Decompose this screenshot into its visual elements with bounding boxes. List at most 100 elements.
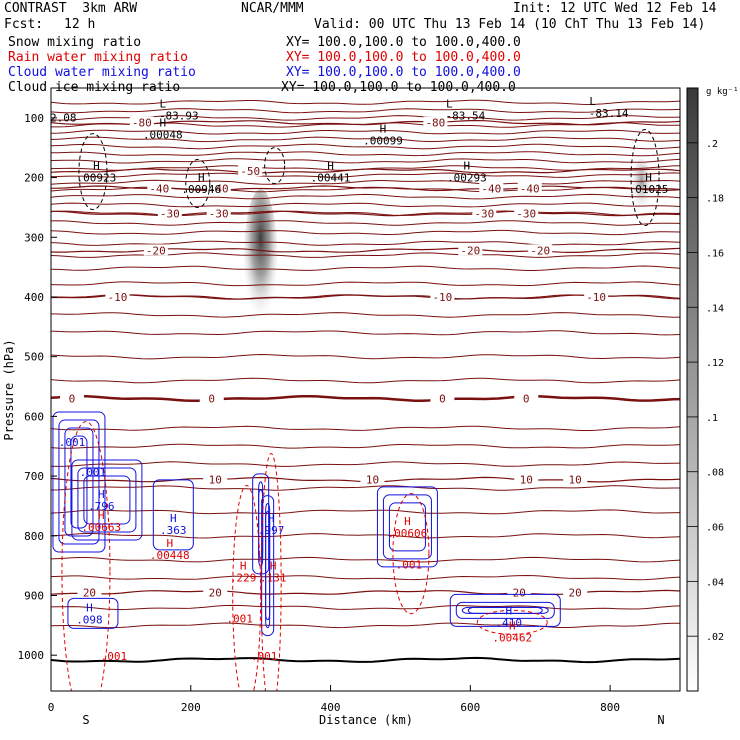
rain-water-contour-value: .001 — [251, 650, 278, 663]
cloud-water-contour — [455, 601, 555, 619]
y-tick-label: 1000 — [18, 649, 45, 662]
isotherm-line — [51, 179, 680, 185]
isotherm-label-bg — [238, 164, 263, 176]
field-high-marker: H — [93, 160, 100, 173]
rain-water-extremum-value: .00606 — [388, 527, 428, 540]
y-tick-label: 600 — [24, 410, 44, 423]
isotherm-label-bg — [458, 244, 483, 256]
labeled-isotherm-line — [51, 168, 680, 174]
field-high-marker: H — [160, 117, 167, 130]
isotherm-label-bg — [584, 290, 609, 302]
y-tick-label: 400 — [24, 291, 44, 304]
isotherm-line — [51, 99, 680, 106]
forecast-label: Fcst: — [4, 17, 44, 32]
isotherm-label-bg — [430, 392, 455, 404]
cloud-water-high-marker: H — [98, 488, 105, 501]
isotherm-line — [51, 533, 680, 539]
rain-water-contour — [260, 453, 282, 691]
isotherm-line — [51, 240, 680, 246]
isotherm-line — [51, 485, 680, 491]
isotherm-label: 0 — [208, 392, 215, 405]
isotherm-line — [51, 330, 680, 336]
valid-time: Valid: 00 UTC Thu 13 Feb 14 (10 ChT Thu … — [314, 17, 706, 32]
rain-water-high-marker: H — [166, 537, 173, 550]
field-extremum-value: .00946 — [181, 183, 221, 196]
isotherm-label-bg — [479, 182, 504, 194]
colorbar-tick-label: .02 — [706, 632, 724, 643]
organization: NCAR/MMM — [241, 1, 304, 16]
cloud-water-contour — [265, 511, 271, 621]
isotherm-label: -50 — [240, 165, 260, 178]
isotherm-label-bg — [206, 182, 231, 194]
cloud-ice-contour — [630, 129, 660, 227]
colorbar-tick-label: .12 — [706, 358, 724, 369]
rain-water-high-marker: H — [404, 515, 411, 528]
isotherm-line — [51, 158, 680, 164]
isotherm-label: -20 — [530, 244, 550, 257]
field-xy-snow: XY= 100.0,100.0 to 100.0,400.0 — [286, 35, 521, 50]
isotherm-label: 20 — [569, 586, 582, 599]
isotherm-label-bg — [472, 207, 497, 219]
cloud-water-contour — [70, 435, 88, 529]
isotherm-label-bg — [143, 244, 168, 256]
colorbar-tick-label: .04 — [706, 577, 724, 588]
cloud-water-extremum-value: .098 — [76, 613, 103, 626]
field-contour-value: -82.08 — [37, 111, 77, 124]
isotherm-label-bg — [206, 207, 231, 219]
cloud-ice-contour — [78, 133, 108, 211]
labeled-isotherm-line — [51, 210, 680, 217]
cloud-water-high-marker: H — [86, 601, 93, 614]
field-high-marker: H — [327, 160, 334, 173]
isotherm-label: 10 — [209, 474, 222, 487]
isotherm-label-bg — [157, 207, 182, 219]
isotherm-line — [51, 210, 680, 217]
isotherm-label: -30 — [160, 207, 180, 220]
x-end-label-north: N — [657, 713, 664, 727]
isotherm-label: 0 — [523, 392, 530, 405]
rain-water-contour — [232, 485, 262, 691]
isotherm-label: -20 — [146, 244, 166, 257]
rain-water-extremum-value: .00663 — [81, 521, 121, 534]
cloud-water-contour — [67, 597, 119, 629]
colorbar-tick-label: .08 — [706, 468, 724, 479]
isotherm-label: -40 — [149, 182, 169, 195]
cloud-water-extremum-value: .997 — [258, 524, 285, 537]
cloud-water-contour — [388, 502, 426, 552]
isotherm-label: 20 — [513, 586, 526, 599]
init-time: Init: 12 UTC Wed 12 Feb 14 — [513, 1, 717, 16]
isotherm-line — [51, 143, 680, 150]
field-extremum-value: .00923 — [77, 172, 117, 185]
field-xy-cloud-water: XY= 100.0,100.0 to 100.0,400.0 — [286, 65, 521, 80]
isotherm-label-bg — [77, 586, 102, 598]
field-extremum-value: -83.93 — [159, 109, 199, 122]
isotherm-label: -40 — [209, 182, 229, 195]
isotherm-label-bg — [507, 586, 532, 598]
cloud-water-contour — [467, 606, 543, 614]
field-name-snow: Snow mixing ratio — [8, 35, 142, 50]
isotherm-label: -10 — [586, 291, 606, 304]
cloud-water-extremum-value: .410 — [496, 616, 523, 629]
cloud-water-high-marker: H — [505, 604, 512, 617]
x-tick-label: 400 — [321, 701, 341, 714]
isotherm-line — [51, 377, 680, 384]
isotherm-label-bg — [59, 392, 84, 404]
isotherm-label: -20 — [460, 244, 480, 257]
field-extremum-value: .00441 — [311, 172, 351, 185]
x-tick-label: 0 — [48, 701, 55, 714]
plot-frame — [50, 87, 681, 692]
cloud-water-contour — [449, 593, 561, 627]
isotherm-label: 10 — [569, 474, 582, 487]
isotherm-line — [51, 193, 680, 200]
rain-water-extremum-value: .00448 — [150, 549, 190, 562]
isotherm-label-bg — [147, 182, 172, 194]
colorbar-unit: g kg⁻¹ — [706, 87, 739, 97]
isotherm-line — [51, 108, 680, 114]
rain-water-contour-value: .001 — [101, 650, 128, 663]
cloud-water-high-marker: H — [170, 512, 177, 525]
isotherm-label: -30 — [516, 207, 536, 220]
rain-water-extremum-value: .229 — [230, 572, 257, 585]
cloud-water-contour — [58, 419, 100, 545]
isotherm-label-bg — [563, 586, 588, 598]
field-low-marker: L — [589, 95, 596, 108]
isotherm-label-bg — [360, 473, 385, 485]
